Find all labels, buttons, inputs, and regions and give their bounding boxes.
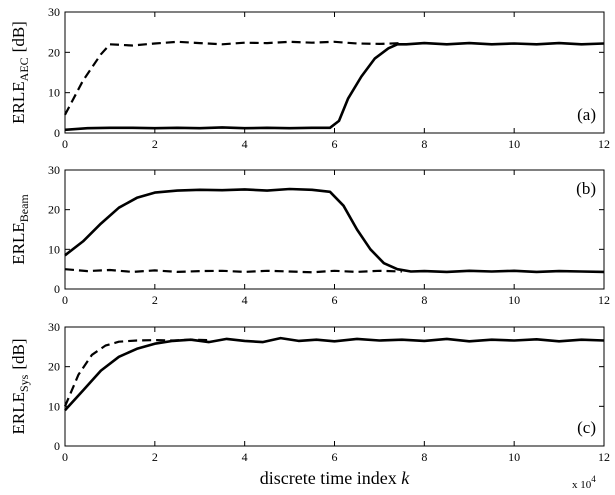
y-tick-label: 20 [48, 203, 60, 217]
x-tick-label: 4 [242, 450, 248, 464]
x-tick-label: 0 [62, 293, 68, 307]
series-dashed-line [64, 268, 402, 274]
x-tick-label: 2 [152, 450, 158, 464]
y-tick-label: 30 [48, 5, 60, 19]
x-tick-label: 6 [332, 137, 338, 151]
x-tick-label: 4 [242, 293, 248, 307]
x-tick-label: 6 [332, 293, 338, 307]
y-label-subscript: Sys [17, 374, 31, 392]
y-tick-label: 0 [54, 126, 60, 140]
x-tick-label: 12 [598, 293, 610, 307]
panel-1: 0 2 4 6 8 10 12 0 10 20 30 (b) ERLEBeam [9, 163, 610, 307]
panel-label: (c) [577, 418, 596, 437]
series-dashed-line [64, 40, 402, 116]
x-tick-label: 6 [332, 450, 338, 464]
x-tick-label: 0 [62, 450, 68, 464]
x-tick-label: 4 [242, 137, 248, 151]
y-tick-label: 20 [48, 360, 60, 374]
x-tick-label: 2 [152, 137, 158, 151]
y-label-main: ERLE [9, 81, 28, 124]
x-tick-label: 8 [421, 293, 427, 307]
axes-frame [64, 326, 605, 447]
panel-label: (a) [577, 105, 596, 124]
x-tick-label: 10 [508, 450, 520, 464]
series-solid-line [64, 187, 605, 274]
panel-label: (b) [576, 179, 596, 198]
y-tick-label: 0 [54, 439, 60, 453]
x-tick-label: 8 [421, 450, 427, 464]
y-tick-label: 0 [54, 282, 60, 296]
x-multiplier: x 104 [572, 474, 596, 491]
y-label-subscript: Beam [17, 194, 31, 223]
y-tick-label: 10 [48, 399, 60, 413]
series-solid-line [64, 336, 605, 412]
y-label-unit: [dB] [9, 21, 28, 52]
y-axis-label: ERLESys [dB] [9, 338, 31, 434]
x-tick-label: 12 [598, 137, 610, 151]
y-label-main: ERLE [9, 392, 28, 435]
y-tick-label: 10 [48, 242, 60, 256]
y-tick-label: 30 [48, 163, 60, 177]
y-label-unit: [dB] [9, 338, 28, 369]
panel-2: 0 2 4 6 8 10 12 0 10 20 30 (c) ERLESys [dB] discrete t… [9, 320, 610, 491]
series-solid-line [64, 41, 605, 132]
y-tick-label: 10 [48, 86, 60, 100]
x-label-variable: k [401, 468, 410, 488]
y-tick-label: 20 [48, 45, 60, 59]
axes-frame [64, 11, 605, 134]
y-tick-label: 30 [48, 320, 60, 334]
x-tick-label: 8 [421, 137, 427, 151]
panel-0: 0 2 4 6 8 10 12 0 10 20 30 (a) ERLEAEC [dB] [9, 5, 610, 151]
x-tick-label: 10 [508, 137, 520, 151]
x-tick-label: 12 [598, 450, 610, 464]
y-axis-label: ERLEAEC [dB] [9, 21, 31, 124]
x-tick-label: 10 [508, 293, 520, 307]
y-label-main: ERLE [9, 222, 28, 265]
y-axis-label: ERLEBeam [9, 194, 31, 265]
x-tick-label: 2 [152, 293, 158, 307]
y-label-subscript: AEC [17, 57, 31, 81]
x-tick-label: 0 [62, 137, 68, 151]
x-axis-label: discrete time index k [260, 468, 410, 488]
x-label-main: discrete time index [260, 468, 401, 488]
series-dashed-line [63, 338, 209, 407]
